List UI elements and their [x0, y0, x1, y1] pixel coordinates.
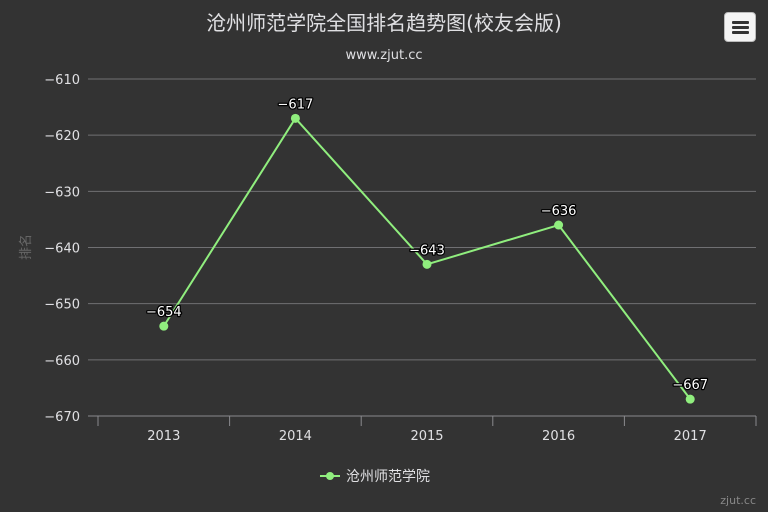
- data-point: [685, 394, 695, 404]
- series-line: [162, 117, 691, 400]
- y-tick-label: −640: [44, 242, 80, 257]
- data-point: [290, 113, 300, 123]
- series-layer: [159, 113, 695, 404]
- x-tick-label: 2017: [674, 429, 707, 444]
- y-tick-label: −610: [44, 73, 80, 88]
- menu-bar: [732, 31, 749, 34]
- data-label: −643: [409, 243, 445, 258]
- chart-title: 沧州师范学院全国排名趋势图(校友会版): [206, 11, 562, 35]
- y-tick-label: −630: [44, 185, 80, 200]
- x-axis: 2013 2014 2015 2016 2017: [97, 416, 757, 444]
- chart-subtitle: www.zjut.cc: [345, 48, 422, 63]
- data-point: [159, 321, 169, 331]
- x-tick-label: 2013: [147, 429, 180, 444]
- data-label: −617: [278, 97, 314, 112]
- x-tick-label: 2016: [542, 429, 575, 444]
- watermark: zjut.cc: [720, 494, 756, 507]
- y-tick-label: −620: [44, 129, 80, 144]
- data-label: −654: [146, 305, 182, 320]
- data-point: [422, 259, 432, 269]
- x-tick-label: 2015: [410, 429, 443, 444]
- y-tick-label: −660: [44, 354, 80, 369]
- data-label: −636: [541, 204, 577, 219]
- y-tick-label: −670: [44, 410, 80, 425]
- y-tick-label: −650: [44, 298, 80, 313]
- x-tick-label: 2014: [279, 429, 312, 444]
- legend-marker-icon: [326, 472, 334, 480]
- menu-bar: [732, 26, 749, 29]
- hamburger-menu-icon[interactable]: [724, 12, 756, 42]
- legend-label: 沧州师范学院: [346, 468, 430, 485]
- grid-lines: −610 −620 −630 −640 −650 −660 −670: [44, 73, 756, 425]
- y-axis-title: 排名: [18, 234, 34, 260]
- data-labels: −654 −617 −643 −636 −667: [145, 96, 710, 394]
- data-point: [554, 220, 564, 230]
- data-label: −667: [672, 378, 708, 393]
- legend[interactable]: 沧州师范学院: [320, 468, 430, 485]
- menu-bar: [732, 21, 749, 24]
